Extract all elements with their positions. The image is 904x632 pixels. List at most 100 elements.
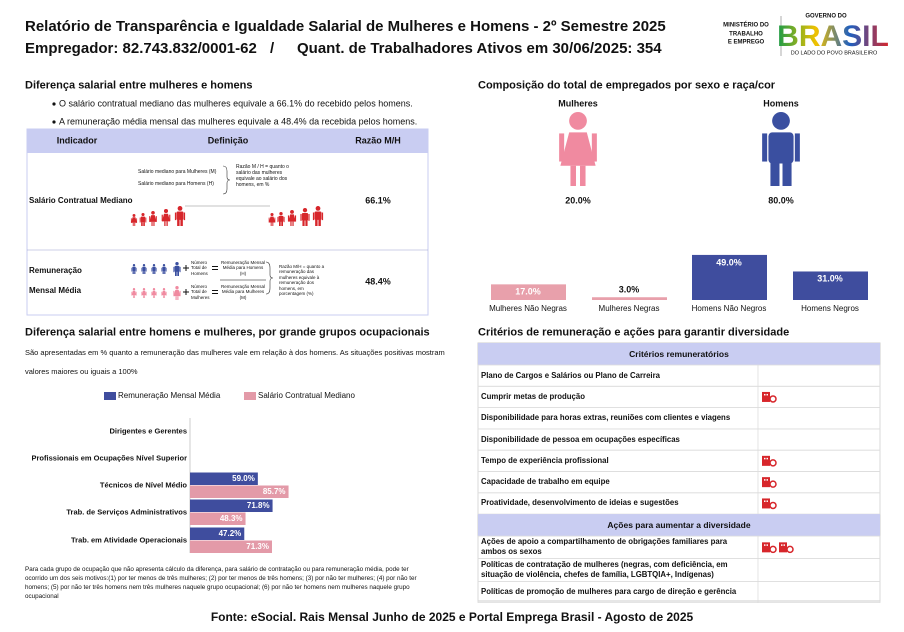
icon-building [762,498,770,509]
person-leg [318,219,321,226]
bar-value-label: 71.3% [246,542,269,552]
person-leg [153,221,155,226]
country-logo: BRASIL [777,20,889,53]
person-head [175,286,179,290]
bar [190,485,289,498]
person-icon [174,206,186,226]
table-header: Definição [207,135,249,146]
person-arm [145,217,147,223]
person-arm [173,266,175,273]
icon-window [764,479,766,481]
icon-window [781,544,783,546]
bar [190,527,245,540]
bar-value-label: 3.0% [618,284,640,295]
table-header-band [478,343,880,365]
person-leg [166,221,168,226]
table-header-band [478,514,880,537]
section-title: Composição do total de empregados por se… [478,79,776,92]
person-arm [174,212,177,221]
icon-window [764,457,766,460]
person-leg [154,295,156,298]
criteria-text: Proatividade, desenvolvimento de ideias … [481,498,679,508]
person-body [288,214,296,222]
icon-building [762,542,770,553]
legend-swatch [244,392,256,400]
bar [491,284,566,300]
table-header: Indicador [56,135,98,146]
person-leg [175,271,177,276]
person-leg [143,221,145,226]
icon-window [766,544,768,546]
criteria-icon [762,391,777,403]
person-icon [161,264,167,274]
ratio-value: 48.4% [365,276,391,287]
icon-window [766,479,768,481]
icon-window [764,393,766,396]
person-arm [155,216,157,222]
person-arm [308,213,310,221]
person-arm [161,267,163,272]
person-arm [277,216,279,223]
person-leg [134,222,136,226]
sex-label: Homens [763,98,799,109]
person-leg [144,295,146,298]
person-body [132,266,136,271]
y-category-label: Trab. em Atividade Operacionais [70,535,187,545]
x-category-label: Homens Não Negros [691,304,767,314]
person-leg [770,162,780,186]
person-leg [292,221,294,226]
person-head [151,211,155,215]
bar [190,540,272,553]
icon-window [766,500,768,502]
person-arm [139,217,141,223]
person-leg [162,270,164,274]
indicator-name: Remuneração Mensal Média [29,266,82,295]
person-body [174,265,180,272]
person-arm [130,218,132,223]
bar [793,271,868,300]
y-category-label: Dirigentes e Gerentes [109,426,187,436]
person-leg [270,222,272,226]
person-body [161,290,167,296]
section-title: Diferença salarial entre mulheres e home… [25,79,253,92]
person-leg [152,295,154,298]
brace [222,165,231,195]
person-body [149,215,157,222]
criteria-icon [762,498,777,510]
table-header: Critérios remuneratórios [629,348,729,359]
person-body [131,217,137,223]
person-arm [145,267,147,272]
criteria-text: Plano de Cargos e Salários ou Plano de C… [481,370,660,380]
person-head [302,208,308,213]
person-arm [165,267,167,272]
icon-badge [769,501,777,510]
ministry-logo-text: TRABALHO [729,30,763,37]
person-arm [300,213,302,221]
employer-id: Empregador: 82.743.832/0001-62 [25,40,257,57]
icon-window [764,500,766,502]
person-head [163,209,169,214]
person-leg [272,222,274,226]
person-head [270,213,274,217]
person-leg [141,221,143,226]
person-icon [559,112,597,186]
definition-text: Razão M / H = quanto o salário das mulhe… [236,164,289,188]
person-leg [180,219,183,226]
person-head [162,264,166,267]
bullet-dot [52,120,56,124]
person-leg [164,295,166,298]
ministry-logo-text: E EMPREGO [727,39,765,46]
person-arm [136,218,138,223]
person-icon [131,288,137,298]
criteria-text: Tempo de experiência profissional [481,455,609,465]
person-body [560,132,596,166]
icon-building [762,477,770,488]
person-icon [149,211,157,226]
person-arm [141,291,143,296]
person-icon [141,264,147,274]
person-body [314,211,322,220]
table-header: Ações para aumentar a diversidade [607,520,751,530]
person-icon [141,288,147,298]
person-body [140,216,146,223]
person-leg [279,221,281,226]
